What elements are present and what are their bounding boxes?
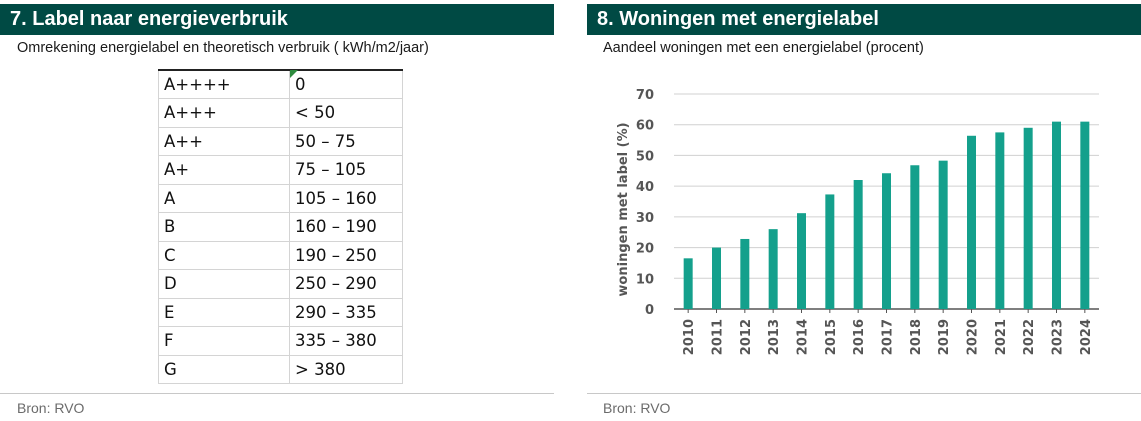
table-row: F 335 – 380 (158, 326, 403, 356)
source-note: Bron: RVO (17, 400, 85, 416)
x-tick-label: 2013 (767, 319, 782, 355)
label-cell: D (158, 269, 290, 299)
x-tick-label: 2023 (1051, 319, 1066, 355)
y-axis-label: woningen met label (%) (616, 122, 631, 296)
table-row: A++++ 0 (158, 69, 403, 99)
range-cell: > 380 (289, 354, 403, 384)
bar (1080, 121, 1090, 310)
y-tick-label: 50 (636, 149, 654, 164)
label-cell: A (158, 183, 290, 213)
y-tick-label: 10 (636, 272, 654, 287)
panel-divider (0, 393, 554, 394)
bar (1052, 121, 1061, 310)
range-cell: 75 – 105 (289, 155, 403, 185)
table-row: B 160 – 190 (158, 212, 403, 242)
x-tick-label: 2012 (739, 319, 754, 355)
bar (1023, 127, 1033, 310)
panel-title-label-table: 7. Label naar energieverbruik (0, 4, 554, 35)
label-cell: A+++ (158, 98, 290, 128)
range-cell: 290 – 335 (289, 297, 403, 327)
bar (853, 180, 863, 309)
panel-divider (587, 393, 1141, 394)
bar (882, 173, 891, 309)
x-tick-label: 2017 (881, 319, 896, 355)
bar (712, 247, 721, 309)
x-tick-label: 2018 (909, 319, 924, 355)
table-row: A 105 – 160 (158, 183, 403, 213)
bar (768, 229, 778, 309)
x-tick-label: 2020 (966, 319, 981, 355)
bar (910, 165, 920, 309)
label-cell: B (158, 212, 290, 242)
bar (995, 132, 1005, 309)
range-cell: < 50 (289, 98, 403, 128)
y-tick-label: 60 (636, 119, 654, 134)
label-cell: C (158, 240, 290, 270)
range-cell: 0 (289, 69, 403, 99)
label-cell: G (158, 354, 290, 384)
table-row: A+ 75 – 105 (158, 155, 403, 185)
y-tick-label: 20 (636, 242, 654, 257)
bar (825, 194, 835, 309)
x-tick-label: 2015 (824, 319, 839, 355)
left-panel: 7. Label naar energieverbruik Omrekening… (0, 0, 554, 421)
range-cell: 335 – 380 (289, 326, 403, 356)
bar (683, 258, 693, 309)
source-note: Bron: RVO (603, 400, 671, 416)
x-tick-label: 2019 (937, 319, 952, 355)
label-cell: E (158, 297, 290, 327)
range-cell: 250 – 290 (289, 269, 403, 299)
y-tick-label: 70 (636, 88, 654, 103)
range-cell: 160 – 190 (289, 212, 403, 242)
range-cell: 105 – 160 (289, 183, 403, 213)
bar (740, 238, 750, 309)
x-tick-label: 2010 (682, 319, 697, 355)
right-panel: 8. Woningen met energielabel Aandeel won… (587, 0, 1141, 421)
y-tick-label: 0 (645, 303, 654, 318)
table-row: D 250 – 290 (158, 269, 403, 299)
table-row: C 190 – 250 (158, 240, 403, 270)
bar-chart: 0 10 20 30 40 50 60 70 woningen met label (%) 201… (616, 88, 1099, 355)
x-tick-label: 2011 (711, 319, 726, 355)
bar (967, 135, 976, 309)
x-tick-label: 2022 (1022, 319, 1037, 355)
bar (938, 160, 948, 309)
table-row: A++ 50 – 75 (158, 126, 403, 156)
label-cell: A++++ (158, 69, 290, 99)
label-cell: A++ (158, 126, 290, 156)
x-tick-label: 2016 (852, 319, 867, 355)
y-tick-label: 40 (636, 180, 654, 195)
y-tick-label: 30 (636, 211, 654, 226)
energy-label-table: A++++ 0 A+++ < 50 A++ 50 – 75 A+ 75 – 105 A 105 –… (158, 69, 403, 384)
x-tick-label: 2024 (1079, 319, 1094, 355)
panel-title-chart: 8. Woningen met energielabel (587, 4, 1141, 35)
cell-indicator-icon (290, 70, 298, 78)
panel-subtitle-chart: Aandeel woningen met een energielabel (p… (603, 40, 924, 56)
range-cell: 50 – 75 (289, 126, 403, 156)
label-cell: F (158, 326, 290, 356)
x-tick-label: 2021 (994, 319, 1009, 355)
panel-subtitle-label-table: Omrekening energielabel en theoretisch v… (17, 40, 429, 56)
bar (797, 213, 806, 309)
table-row: E 290 – 335 (158, 297, 403, 327)
x-tick-label: 2014 (796, 319, 811, 355)
table-row: A+++ < 50 (158, 98, 403, 128)
label-cell: A+ (158, 155, 290, 185)
table-row: G > 380 (158, 354, 403, 384)
range-cell: 190 – 250 (289, 240, 403, 270)
